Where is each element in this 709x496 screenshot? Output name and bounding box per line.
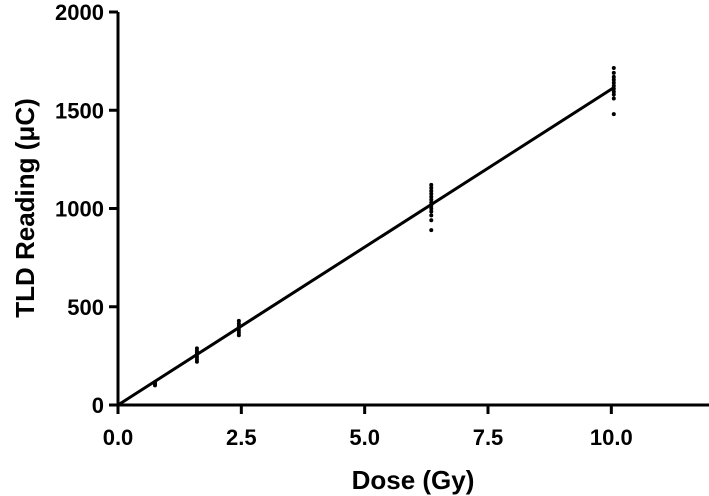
data-point	[429, 203, 434, 208]
x-axis-ticks: 0.0 2.5 5.0 7.5 10.0	[103, 405, 633, 450]
x-tick-label: 2.5	[226, 425, 257, 450]
data-point	[611, 89, 616, 94]
y-axis-title: TLD Reading (μC)	[10, 98, 40, 318]
fit-line	[117, 86, 615, 407]
data-point	[611, 70, 616, 75]
x-axis-title: Dose (Gy)	[352, 465, 475, 495]
x-tick-label: 7.5	[473, 425, 504, 450]
data-point	[429, 197, 434, 202]
y-tick-label: 1000	[55, 197, 104, 222]
data-point	[611, 74, 616, 79]
y-tick-label: 1500	[55, 98, 104, 123]
data-point	[611, 66, 616, 71]
data-point	[236, 318, 241, 323]
y-tick-label: 2000	[55, 0, 104, 25]
data-point	[194, 346, 199, 351]
data-point	[153, 380, 157, 385]
data-point	[236, 321, 241, 326]
data-point	[429, 194, 434, 199]
data-point	[429, 182, 434, 187]
data-point	[429, 200, 434, 205]
x-tick-label: 0.0	[103, 425, 134, 450]
y-axis-ticks: 0 500 1000 1500 2000	[55, 0, 118, 418]
data-point	[429, 218, 434, 223]
x-tick-label: 5.0	[349, 425, 380, 450]
data-point	[429, 185, 434, 190]
y-tick-label: 0	[92, 393, 104, 418]
data-point	[611, 112, 616, 117]
data-point	[611, 92, 616, 97]
data-point	[611, 83, 616, 88]
data-point	[611, 80, 616, 85]
data-point	[429, 228, 434, 233]
data-point	[611, 86, 616, 91]
fit-lines	[117, 86, 615, 407]
data-point	[611, 96, 616, 101]
data-points	[153, 66, 616, 388]
data-point	[429, 191, 434, 196]
data-point	[611, 77, 616, 82]
data-point	[429, 206, 434, 211]
data-point	[429, 213, 434, 218]
data-point	[429, 209, 434, 214]
x-tick-label: 10.0	[590, 425, 633, 450]
y-tick-label: 500	[67, 295, 104, 320]
data-point	[429, 188, 434, 193]
